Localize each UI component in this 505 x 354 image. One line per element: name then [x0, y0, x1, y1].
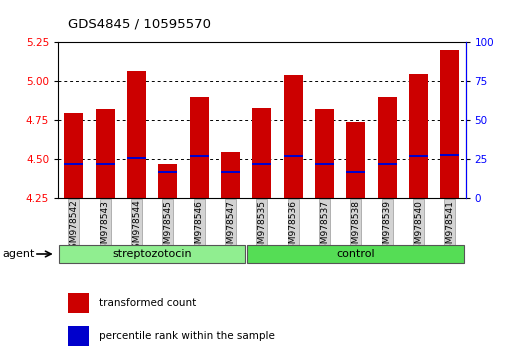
Bar — [377, 163, 396, 165]
Text: GDS4845 / 10595570: GDS4845 / 10595570 — [68, 18, 211, 31]
Text: agent: agent — [3, 249, 35, 259]
Bar — [158, 164, 177, 198]
Bar — [95, 109, 114, 198]
Bar — [68, 293, 88, 313]
Bar — [95, 163, 114, 165]
Bar — [68, 326, 88, 346]
Bar — [189, 155, 208, 157]
Bar — [409, 74, 427, 198]
Bar — [64, 163, 83, 165]
Bar — [158, 171, 177, 173]
Bar — [409, 155, 427, 157]
Bar — [252, 108, 271, 198]
Text: streptozotocin: streptozotocin — [112, 249, 191, 259]
Bar — [439, 154, 459, 156]
Bar — [283, 155, 302, 157]
Bar — [283, 75, 302, 198]
Bar — [346, 122, 365, 198]
Text: percentile rank within the sample: percentile rank within the sample — [98, 331, 274, 341]
Bar — [127, 157, 145, 159]
Bar — [59, 245, 244, 263]
Bar — [377, 97, 396, 198]
Bar — [247, 245, 464, 263]
Bar — [315, 109, 333, 198]
Bar — [439, 50, 459, 198]
Bar — [346, 171, 365, 173]
Bar — [189, 97, 208, 198]
Bar — [221, 152, 239, 198]
Text: control: control — [336, 249, 374, 259]
Text: transformed count: transformed count — [98, 298, 195, 308]
Bar — [64, 113, 83, 198]
Bar — [315, 163, 333, 165]
Bar — [252, 163, 271, 165]
Bar — [127, 70, 145, 198]
Bar — [221, 171, 239, 173]
